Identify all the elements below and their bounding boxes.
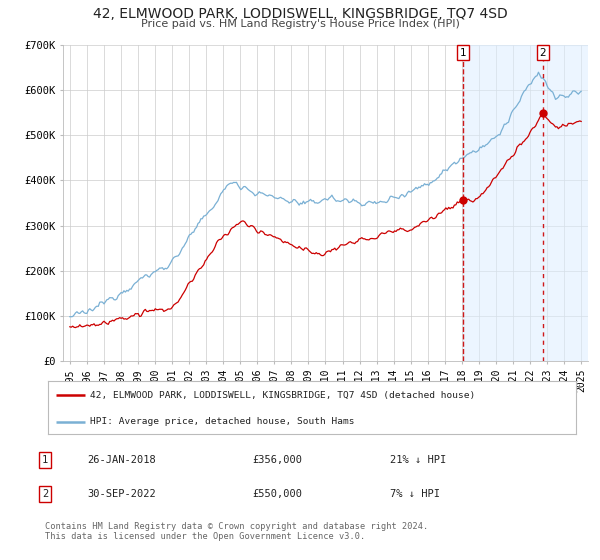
Text: £356,000: £356,000 — [252, 455, 302, 465]
Text: 26-JAN-2018: 26-JAN-2018 — [87, 455, 156, 465]
Text: 2: 2 — [42, 489, 48, 499]
Text: 7% ↓ HPI: 7% ↓ HPI — [390, 489, 440, 499]
Text: 30-SEP-2022: 30-SEP-2022 — [87, 489, 156, 499]
Text: HPI: Average price, detached house, South Hams: HPI: Average price, detached house, Sout… — [90, 417, 355, 426]
Text: 1: 1 — [42, 455, 48, 465]
Text: 42, ELMWOOD PARK, LODDISWELL, KINGSBRIDGE, TQ7 4SD (detached house): 42, ELMWOOD PARK, LODDISWELL, KINGSBRIDG… — [90, 391, 475, 400]
Text: 2: 2 — [539, 48, 546, 58]
Text: 42, ELMWOOD PARK, LODDISWELL, KINGSBRIDGE, TQ7 4SD: 42, ELMWOOD PARK, LODDISWELL, KINGSBRIDG… — [92, 7, 508, 21]
Bar — [463, 45, 600, 361]
Text: Contains HM Land Registry data © Crown copyright and database right 2024.
This d: Contains HM Land Registry data © Crown c… — [45, 522, 428, 542]
Text: £550,000: £550,000 — [252, 489, 302, 499]
Text: 21% ↓ HPI: 21% ↓ HPI — [390, 455, 446, 465]
Text: Price paid vs. HM Land Registry's House Price Index (HPI): Price paid vs. HM Land Registry's House … — [140, 19, 460, 29]
Text: 1: 1 — [460, 48, 466, 58]
